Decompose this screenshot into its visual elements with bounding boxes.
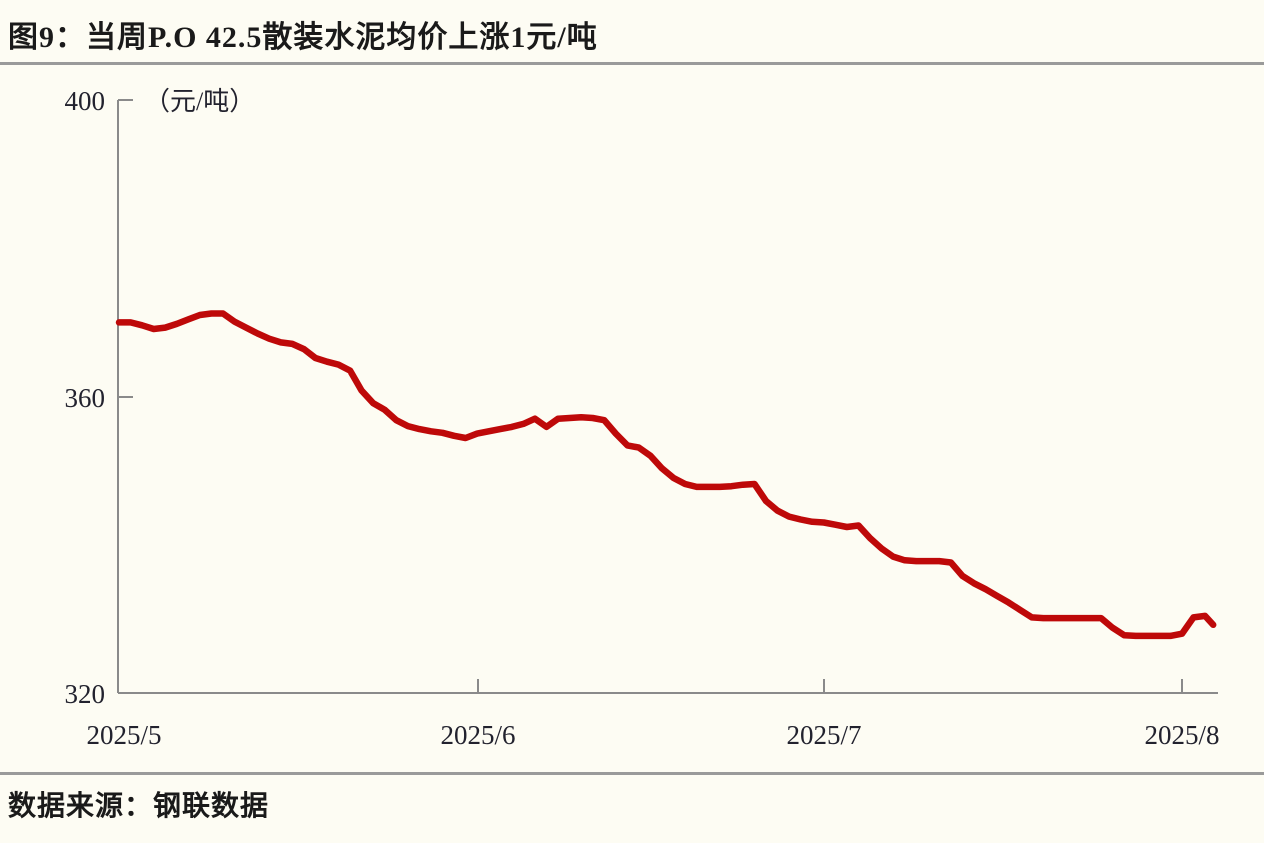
y-tick-label-400: 400	[65, 86, 106, 116]
data-source-label: 数据来源：钢联数据	[8, 791, 270, 822]
axes	[117, 99, 1218, 694]
chart-title: 图9：当周P.O 42.5散装水泥均价上涨1元/吨	[8, 21, 598, 54]
y-tick-label-320: 320	[65, 679, 106, 709]
y-tick-label-360: 360	[65, 383, 106, 413]
x-tick-label-2025-5: 2025/5	[86, 720, 161, 750]
footer-divider-line	[0, 772, 1264, 775]
x-tick-label-2025-6: 2025/6	[440, 720, 515, 750]
x-tick-label-2025-8: 2025/8	[1144, 720, 1219, 750]
title-divider-line	[0, 62, 1264, 65]
y-axis-unit-label: （元/吨）	[144, 87, 255, 116]
x-tick-label-2025-7: 2025/7	[786, 720, 861, 750]
price-line	[115, 310, 1217, 640]
